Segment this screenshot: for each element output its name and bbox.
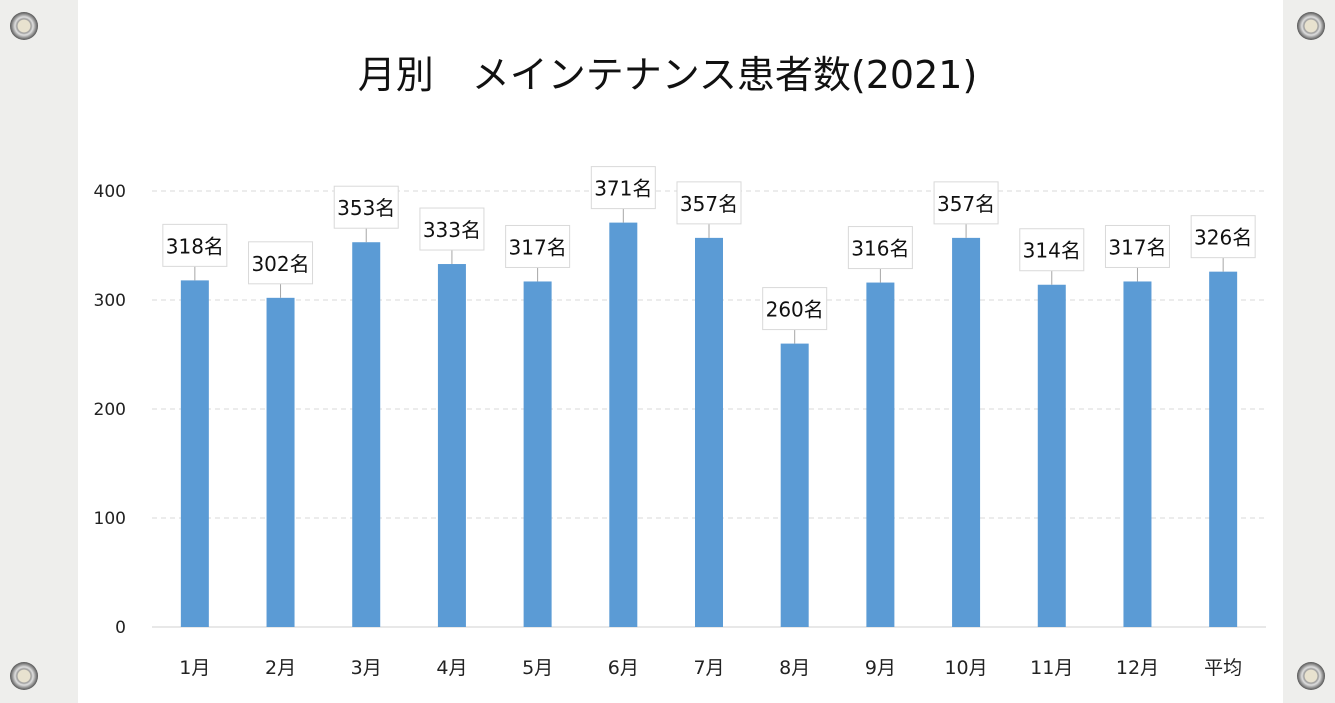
data-label-box [333,185,399,229]
data-label: 357名 [937,192,995,216]
chart-title: 月別 メインテナンス患者数(2021) [357,53,978,97]
data-label-box [847,226,913,270]
x-tick-label: 3月 [351,657,382,679]
data-label: 318名 [166,234,224,258]
y-tick-label: 0 [115,618,126,638]
data-label-box [1190,215,1256,259]
data-label: 260名 [766,298,824,322]
bar [609,222,638,628]
data-label-box [1104,224,1170,268]
data-label-box [676,181,742,225]
x-tick-label: 2月 [265,657,296,679]
bar [1209,271,1238,627]
data-label: 326名 [1194,226,1252,250]
screw-icon [1297,12,1325,40]
data-label-box [762,287,828,331]
data-label-box [590,166,656,210]
bar [180,280,209,627]
data-label: 371名 [594,177,652,201]
x-tick-label: 9月 [865,657,896,679]
screw-icon [1297,662,1325,690]
data-label: 317名 [1108,235,1166,259]
bar [266,297,295,627]
x-tick-label: 4月 [436,657,467,679]
data-label: 316名 [851,237,909,261]
data-label-box [1019,228,1085,272]
y-tick-label: 200 [94,400,126,420]
x-tick-label: 1月 [179,657,210,679]
data-label: 357名 [680,192,738,216]
bar [952,237,981,627]
y-tick-label: 100 [94,509,126,529]
bar [695,237,723,627]
x-tick-label: 5月 [522,657,553,679]
bar [1123,281,1152,627]
data-label: 317名 [509,235,567,259]
data-label-box [933,181,999,225]
x-tick-label: 10月 [944,657,987,679]
data-label: 333名 [423,218,481,242]
bar [780,343,809,627]
x-tick-label: 7月 [693,657,724,679]
data-label: 353名 [337,196,395,220]
bar [523,281,552,627]
bar [352,242,381,628]
data-label-box [505,224,571,268]
data-label-box [162,223,228,267]
x-tick-label: 11月 [1030,657,1073,679]
data-label: 314名 [1023,239,1081,263]
y-tick-label: 400 [94,182,126,202]
x-tick-label: 12月 [1116,657,1159,679]
data-label-box [419,207,485,251]
data-label: 302名 [251,252,309,276]
screw-icon [10,12,38,40]
bar [437,264,466,627]
y-tick-label: 300 [94,291,126,311]
data-label-box [248,241,314,285]
x-tick-label: 8月 [779,657,810,679]
bar [1037,284,1066,627]
bar [866,282,895,627]
x-tick-label: 平均 [1204,657,1242,679]
x-tick-label: 6月 [608,657,639,679]
screw-icon [10,662,38,690]
